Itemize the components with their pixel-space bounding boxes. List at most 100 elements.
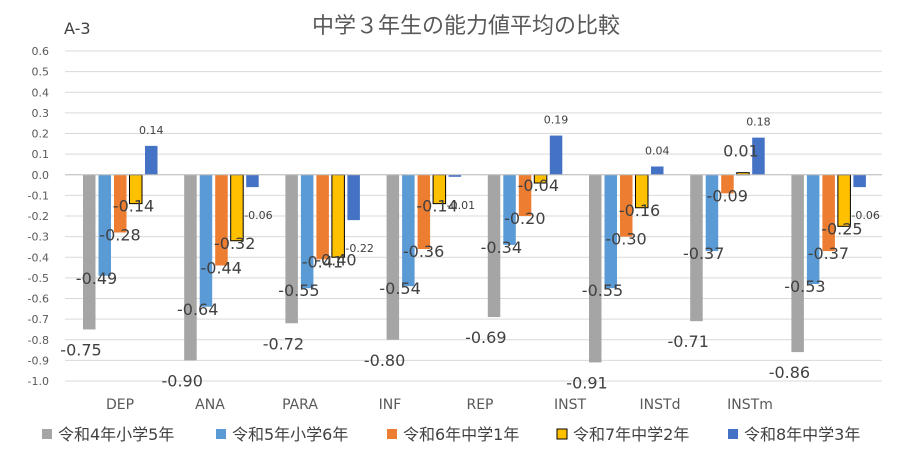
y-tick-label: -0.8 [28, 334, 49, 347]
bar [690, 174, 703, 322]
y-tick-label: -1.0 [28, 375, 49, 388]
data-label: -0.06 [851, 209, 879, 222]
bar [791, 174, 804, 353]
chart-tag: A-3 [64, 19, 91, 38]
y-tick-label: -0.5 [28, 272, 49, 285]
data-label: -0.37 [808, 244, 849, 263]
legend-label: 令和4年小学5年 [58, 425, 174, 444]
bar [604, 174, 617, 289]
bar [589, 174, 602, 363]
data-label: -0.69 [465, 328, 506, 347]
data-label: 0.04 [645, 145, 670, 158]
y-tick-label: -0.7 [28, 313, 49, 326]
y-tick-label: -0.6 [28, 293, 49, 306]
data-label: -0.32 [214, 234, 255, 253]
bar [83, 174, 96, 330]
y-tick-label: -0.2 [28, 210, 49, 223]
chart-title: 中学３年生の能力値平均の比較 [312, 14, 620, 39]
y-tick-label: -0.3 [28, 231, 49, 244]
bar [285, 174, 298, 324]
legend-swatch [387, 429, 397, 439]
bar [402, 174, 415, 287]
bar [620, 174, 633, 237]
bar [853, 174, 866, 188]
bar [503, 174, 516, 245]
data-labels: -0.75 -0.49 -0.28 -0.14 0.14 -0.90 -0.64 -0.44 -… [60, 114, 880, 393]
bar [417, 174, 431, 249]
data-label: -0.14 [113, 197, 154, 216]
bar [752, 137, 765, 175]
bar [651, 166, 664, 175]
bar [549, 135, 563, 175]
y-tick-label: 0.4 [32, 86, 50, 99]
y-tick-label: -0.4 [28, 251, 49, 264]
data-label: -0.54 [379, 279, 420, 298]
data-label: 0.19 [544, 114, 569, 127]
data-label: -0.25 [821, 219, 862, 238]
x-category-label: ANA [195, 397, 225, 413]
y-tick-label: 0.6 [32, 45, 50, 58]
y-tick-label: 0.1 [32, 148, 50, 161]
bar [386, 174, 400, 340]
data-label: -0.91 [566, 373, 607, 392]
bar [230, 174, 244, 242]
data-label: -0.20 [504, 209, 545, 228]
data-label: -0.64 [177, 300, 218, 319]
data-label: -0.55 [582, 281, 623, 300]
x-category-label: INSTm [727, 397, 773, 413]
data-label: -0.28 [99, 226, 140, 245]
data-label: -0.53 [784, 277, 825, 296]
data-label: 0.18 [746, 116, 771, 129]
x-category-label: PARA [282, 397, 318, 413]
data-label: -0.37 [683, 244, 724, 263]
legend-label: 令和6年中学1年 [403, 425, 519, 444]
y-tick-label: -0.1 [28, 189, 49, 202]
y-tick-label: 0.3 [32, 107, 50, 120]
bar [487, 174, 501, 318]
bar [145, 145, 158, 175]
data-label: 0.14 [139, 124, 164, 137]
bars [83, 135, 866, 363]
bar [316, 174, 329, 260]
x-category-label: INSTd [640, 397, 681, 413]
bar [215, 174, 228, 266]
bar [822, 174, 835, 252]
y-tick-label: 0.0 [32, 169, 50, 182]
bar [806, 174, 820, 285]
bar [184, 174, 197, 361]
x-category-label: DEP [106, 397, 134, 413]
bar [331, 174, 345, 258]
legend: 令和4年小学5年 令和5年小学6年 令和6年中学1年 令和7年中学2年 令和8年中学3年 [42, 425, 860, 444]
bar [98, 174, 111, 276]
data-label: -0.04 [518, 176, 559, 195]
data-label: -0.40 [315, 250, 356, 269]
data-label: -0.09 [706, 186, 747, 205]
data-label: -0.75 [60, 340, 101, 359]
bar [448, 174, 462, 177]
data-label: -0.72 [263, 334, 304, 353]
legend-swatch [728, 429, 738, 439]
data-label: -0.55 [278, 281, 319, 300]
x-axis-categories: DEP ANA PARA INF REP INST INSTd INSTm [106, 397, 773, 413]
bar [199, 174, 213, 307]
data-label: -0.36 [403, 242, 444, 261]
bar [300, 174, 314, 289]
y-tick-label: 0.5 [32, 66, 50, 79]
x-category-label: INST [554, 397, 586, 413]
data-label: -0.49 [76, 269, 117, 288]
legend-swatch [42, 429, 52, 439]
legend-label: 令和5年小学6年 [232, 425, 348, 444]
data-label: -0.30 [605, 230, 646, 249]
y-tick-label: -0.9 [28, 354, 49, 367]
data-label: -0.06 [244, 209, 272, 222]
bar [246, 174, 259, 188]
data-label: -0.14 [416, 197, 457, 216]
legend-label: 令和8年中学3年 [744, 425, 860, 444]
y-tick-label: 0.2 [32, 128, 50, 141]
data-label: -0.01 [447, 199, 475, 212]
data-label: -0.71 [667, 332, 708, 351]
y-axis-ticks: 0.6 0.5 0.4 0.3 0.2 0.1 0.0 -0.1 -0.2 -0.3 -0.4 -0.… [28, 45, 49, 388]
data-label: -0.16 [619, 201, 660, 220]
